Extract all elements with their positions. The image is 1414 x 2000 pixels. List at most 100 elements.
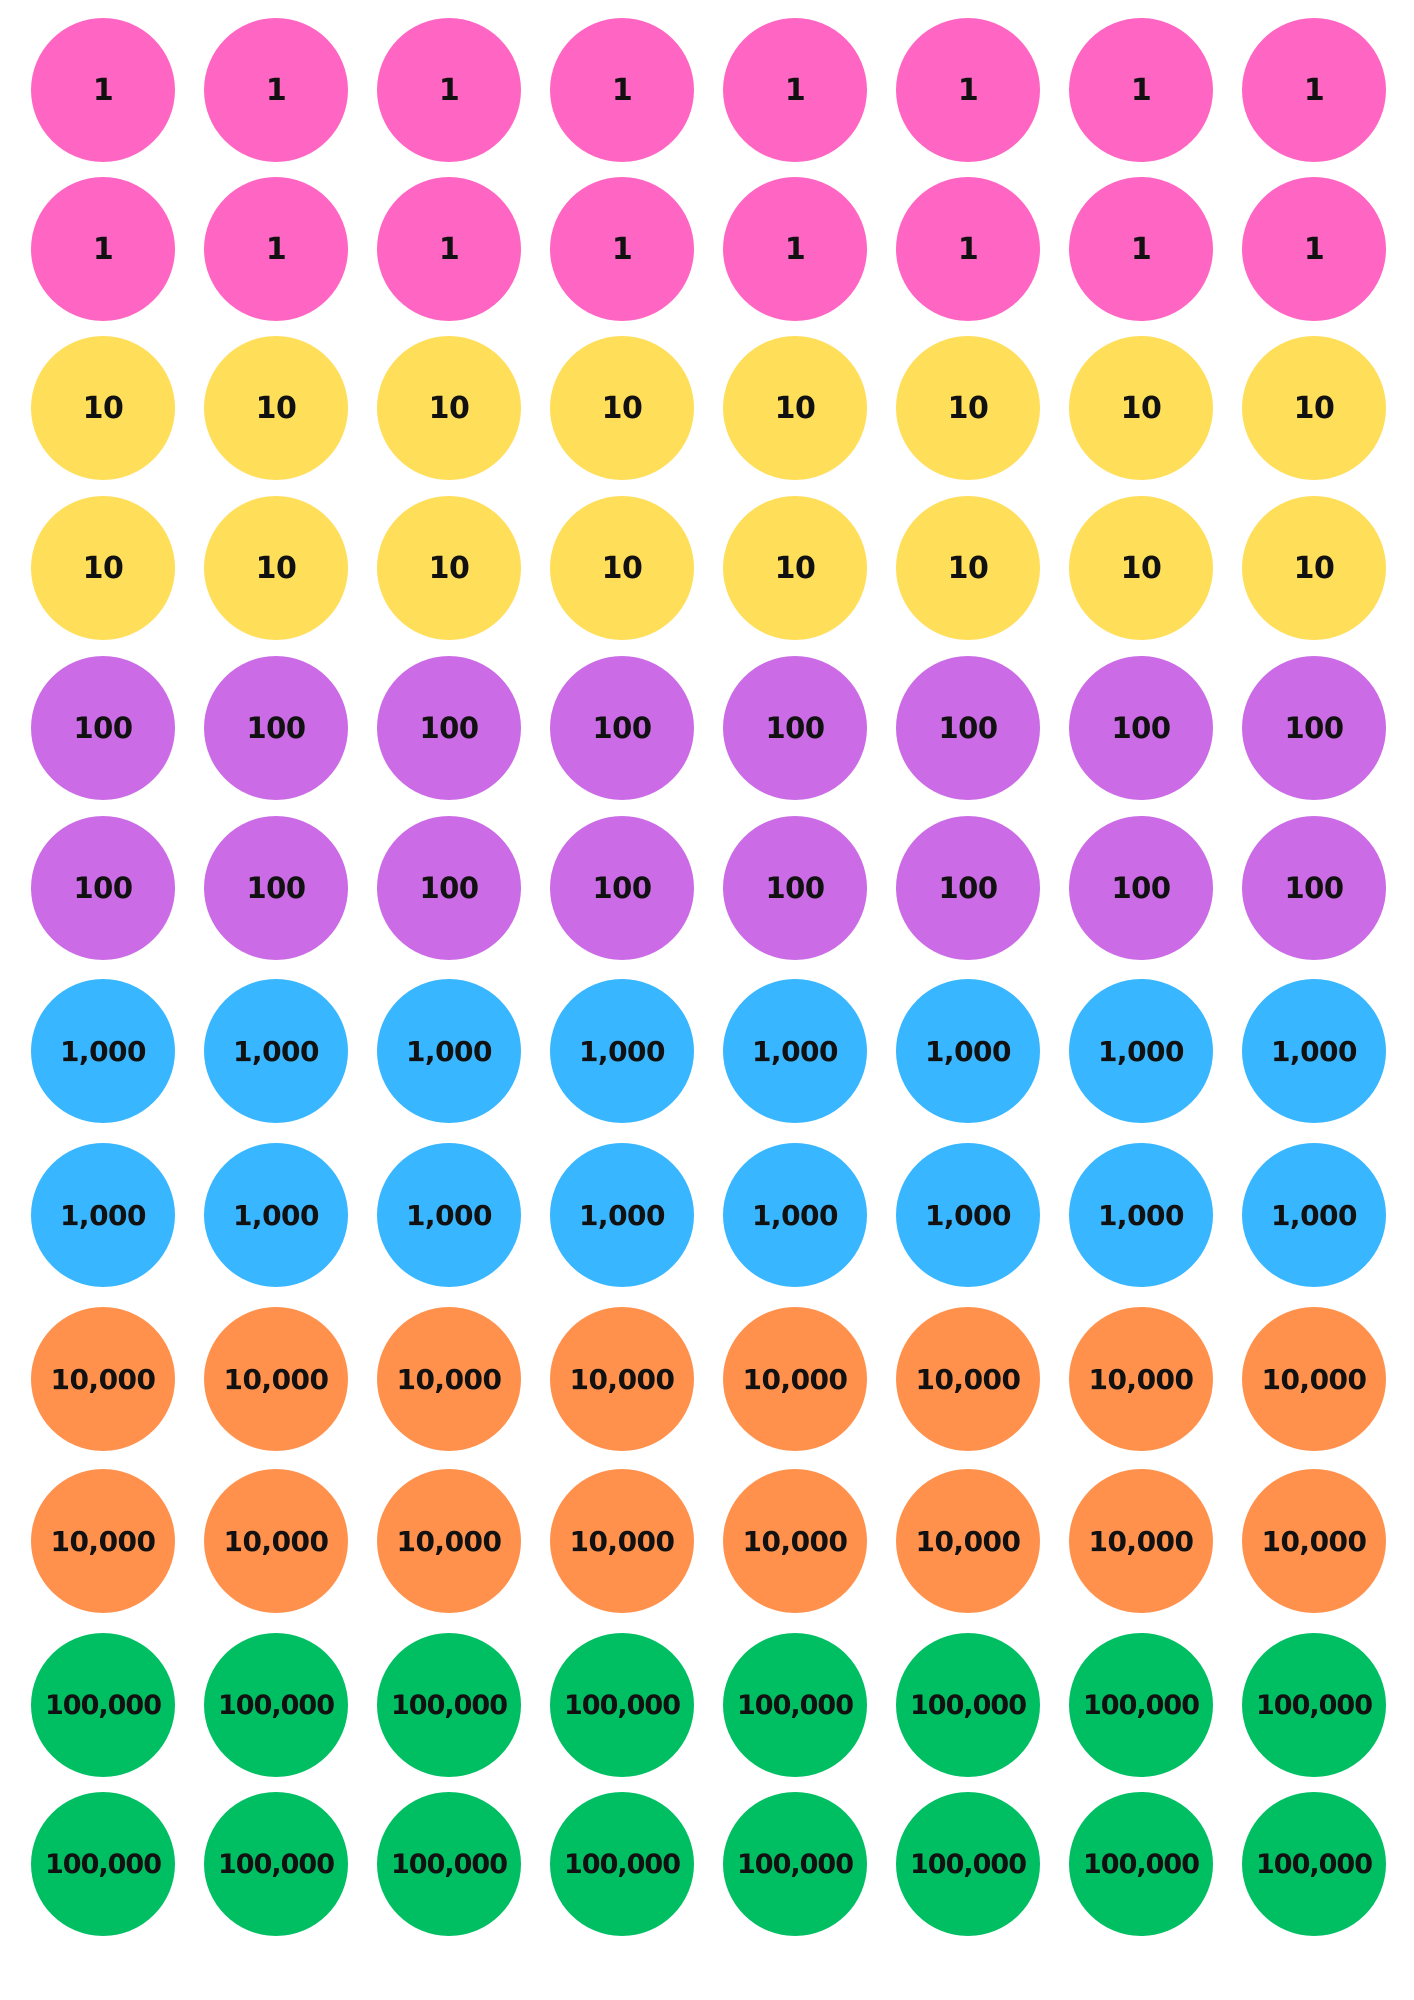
counter-row: 10 10 10 10 10 10 10 10 — [0, 496, 1414, 640]
place-value-counter: 1 — [1242, 177, 1386, 321]
counter-row: 100,000 100,000 100,000 100,000 100,000 100,0… — [0, 1792, 1414, 1936]
place-value-counter: 100 — [1069, 656, 1213, 800]
place-value-counter: 1,000 — [723, 979, 867, 1123]
place-value-counter: 100 — [204, 656, 348, 800]
place-value-counter: 100 — [550, 656, 694, 800]
place-value-counter: 100,000 — [723, 1792, 867, 1936]
place-value-counter: 100,000 — [1069, 1633, 1213, 1777]
place-value-counter: 10,000 — [896, 1307, 1040, 1451]
place-value-counter: 10,000 — [31, 1307, 175, 1451]
place-value-counter: 100,000 — [377, 1792, 521, 1936]
place-value-counter: 1,000 — [550, 1143, 694, 1287]
place-value-counter: 100,000 — [1242, 1633, 1386, 1777]
place-value-counter: 1 — [31, 177, 175, 321]
place-value-counter: 1,000 — [31, 979, 175, 1123]
place-value-counter: 10 — [723, 496, 867, 640]
place-value-counter: 10,000 — [550, 1307, 694, 1451]
place-value-counter: 1,000 — [723, 1143, 867, 1287]
place-value-counter: 10,000 — [377, 1469, 521, 1613]
place-value-counter: 1 — [896, 177, 1040, 321]
place-value-counter: 100 — [1242, 656, 1386, 800]
place-value-counter: 1 — [723, 18, 867, 162]
place-value-counter: 100,000 — [31, 1633, 175, 1777]
place-value-counter: 10 — [1069, 496, 1213, 640]
place-value-counter: 10 — [377, 496, 521, 640]
counter-row: 100 100 100 100 100 100 100 100 — [0, 656, 1414, 800]
place-value-counter: 10,000 — [1069, 1469, 1213, 1613]
place-value-counter: 1,000 — [1069, 979, 1213, 1123]
place-value-counter: 100 — [31, 656, 175, 800]
place-value-counter: 1 — [723, 177, 867, 321]
place-value-counter: 100,000 — [1069, 1792, 1213, 1936]
place-value-counter: 10,000 — [1242, 1469, 1386, 1613]
place-value-counter: 100 — [723, 656, 867, 800]
place-value-counter: 100 — [1242, 816, 1386, 960]
place-value-counter: 10 — [550, 496, 694, 640]
place-value-counter: 1,000 — [896, 1143, 1040, 1287]
place-value-counter: 10,000 — [31, 1469, 175, 1613]
place-value-counter: 100 — [204, 816, 348, 960]
place-value-counter: 100 — [1069, 816, 1213, 960]
place-value-counter: 100 — [896, 816, 1040, 960]
place-value-counter: 1 — [204, 177, 348, 321]
place-value-counter: 10,000 — [377, 1307, 521, 1451]
place-value-counter: 1,000 — [1069, 1143, 1213, 1287]
place-value-counter: 100,000 — [550, 1633, 694, 1777]
place-value-counter: 100 — [550, 816, 694, 960]
counter-row: 100,000 100,000 100,000 100,000 100,000 100,0… — [0, 1633, 1414, 1777]
place-value-counter: 100,000 — [31, 1792, 175, 1936]
place-value-counter: 1 — [896, 18, 1040, 162]
place-value-counter: 1,000 — [896, 979, 1040, 1123]
place-value-counter: 100,000 — [204, 1633, 348, 1777]
place-value-counter: 1 — [1242, 18, 1386, 162]
place-value-counter: 10,000 — [550, 1469, 694, 1613]
place-value-counter: 100,000 — [1242, 1792, 1386, 1936]
place-value-counter: 100 — [31, 816, 175, 960]
place-value-counter: 1 — [1069, 18, 1213, 162]
place-value-counter: 10,000 — [1242, 1307, 1386, 1451]
place-value-counter: 10,000 — [204, 1307, 348, 1451]
place-value-counter: 10,000 — [723, 1307, 867, 1451]
place-value-counter: 1,000 — [204, 1143, 348, 1287]
place-value-counter: 1,000 — [377, 1143, 521, 1287]
place-value-counter: 10 — [204, 336, 348, 480]
place-value-counter: 1,000 — [31, 1143, 175, 1287]
place-value-counter: 10 — [377, 336, 521, 480]
place-value-counter: 1 — [204, 18, 348, 162]
place-value-counter: 100,000 — [896, 1633, 1040, 1777]
place-value-counter: 10 — [31, 496, 175, 640]
place-value-counter: 10,000 — [896, 1469, 1040, 1613]
place-value-counter: 1,000 — [1242, 979, 1386, 1123]
counter-row: 1,000 1,000 1,000 1,000 1,000 1,000 1,000 1,000 — [0, 1143, 1414, 1287]
place-value-counter: 100,000 — [377, 1633, 521, 1777]
counter-row: 10,000 10,000 10,000 10,000 10,000 10,000 10,0… — [0, 1307, 1414, 1451]
place-value-counter: 10 — [550, 336, 694, 480]
place-value-counter: 100 — [377, 816, 521, 960]
place-value-counter: 10 — [31, 336, 175, 480]
place-value-counter: 100,000 — [896, 1792, 1040, 1936]
place-value-counter: 1 — [1069, 177, 1213, 321]
place-value-counter: 1,000 — [204, 979, 348, 1123]
counter-row: 10,000 10,000 10,000 10,000 10,000 10,000 10,0… — [0, 1469, 1414, 1613]
place-value-counter: 10 — [896, 496, 1040, 640]
place-value-counter: 10 — [723, 336, 867, 480]
place-value-counter: 10 — [204, 496, 348, 640]
place-value-counter: 1,000 — [550, 979, 694, 1123]
place-value-counter: 1 — [31, 18, 175, 162]
place-value-counter: 10 — [896, 336, 1040, 480]
place-value-counter: 100 — [723, 816, 867, 960]
place-value-counter: 100,000 — [550, 1792, 694, 1936]
place-value-counter: 10 — [1242, 336, 1386, 480]
place-value-counter: 10 — [1069, 336, 1213, 480]
place-value-counter: 100,000 — [204, 1792, 348, 1936]
counter-row: 100 100 100 100 100 100 100 100 — [0, 816, 1414, 960]
place-value-counter: 1,000 — [377, 979, 521, 1123]
counter-row: 1,000 1,000 1,000 1,000 1,000 1,000 1,000 1,000 — [0, 979, 1414, 1123]
counter-row: 10 10 10 10 10 10 10 10 — [0, 336, 1414, 480]
place-value-counter: 1 — [377, 18, 521, 162]
place-value-counter: 10,000 — [204, 1469, 348, 1613]
place-value-counter: 100,000 — [723, 1633, 867, 1777]
